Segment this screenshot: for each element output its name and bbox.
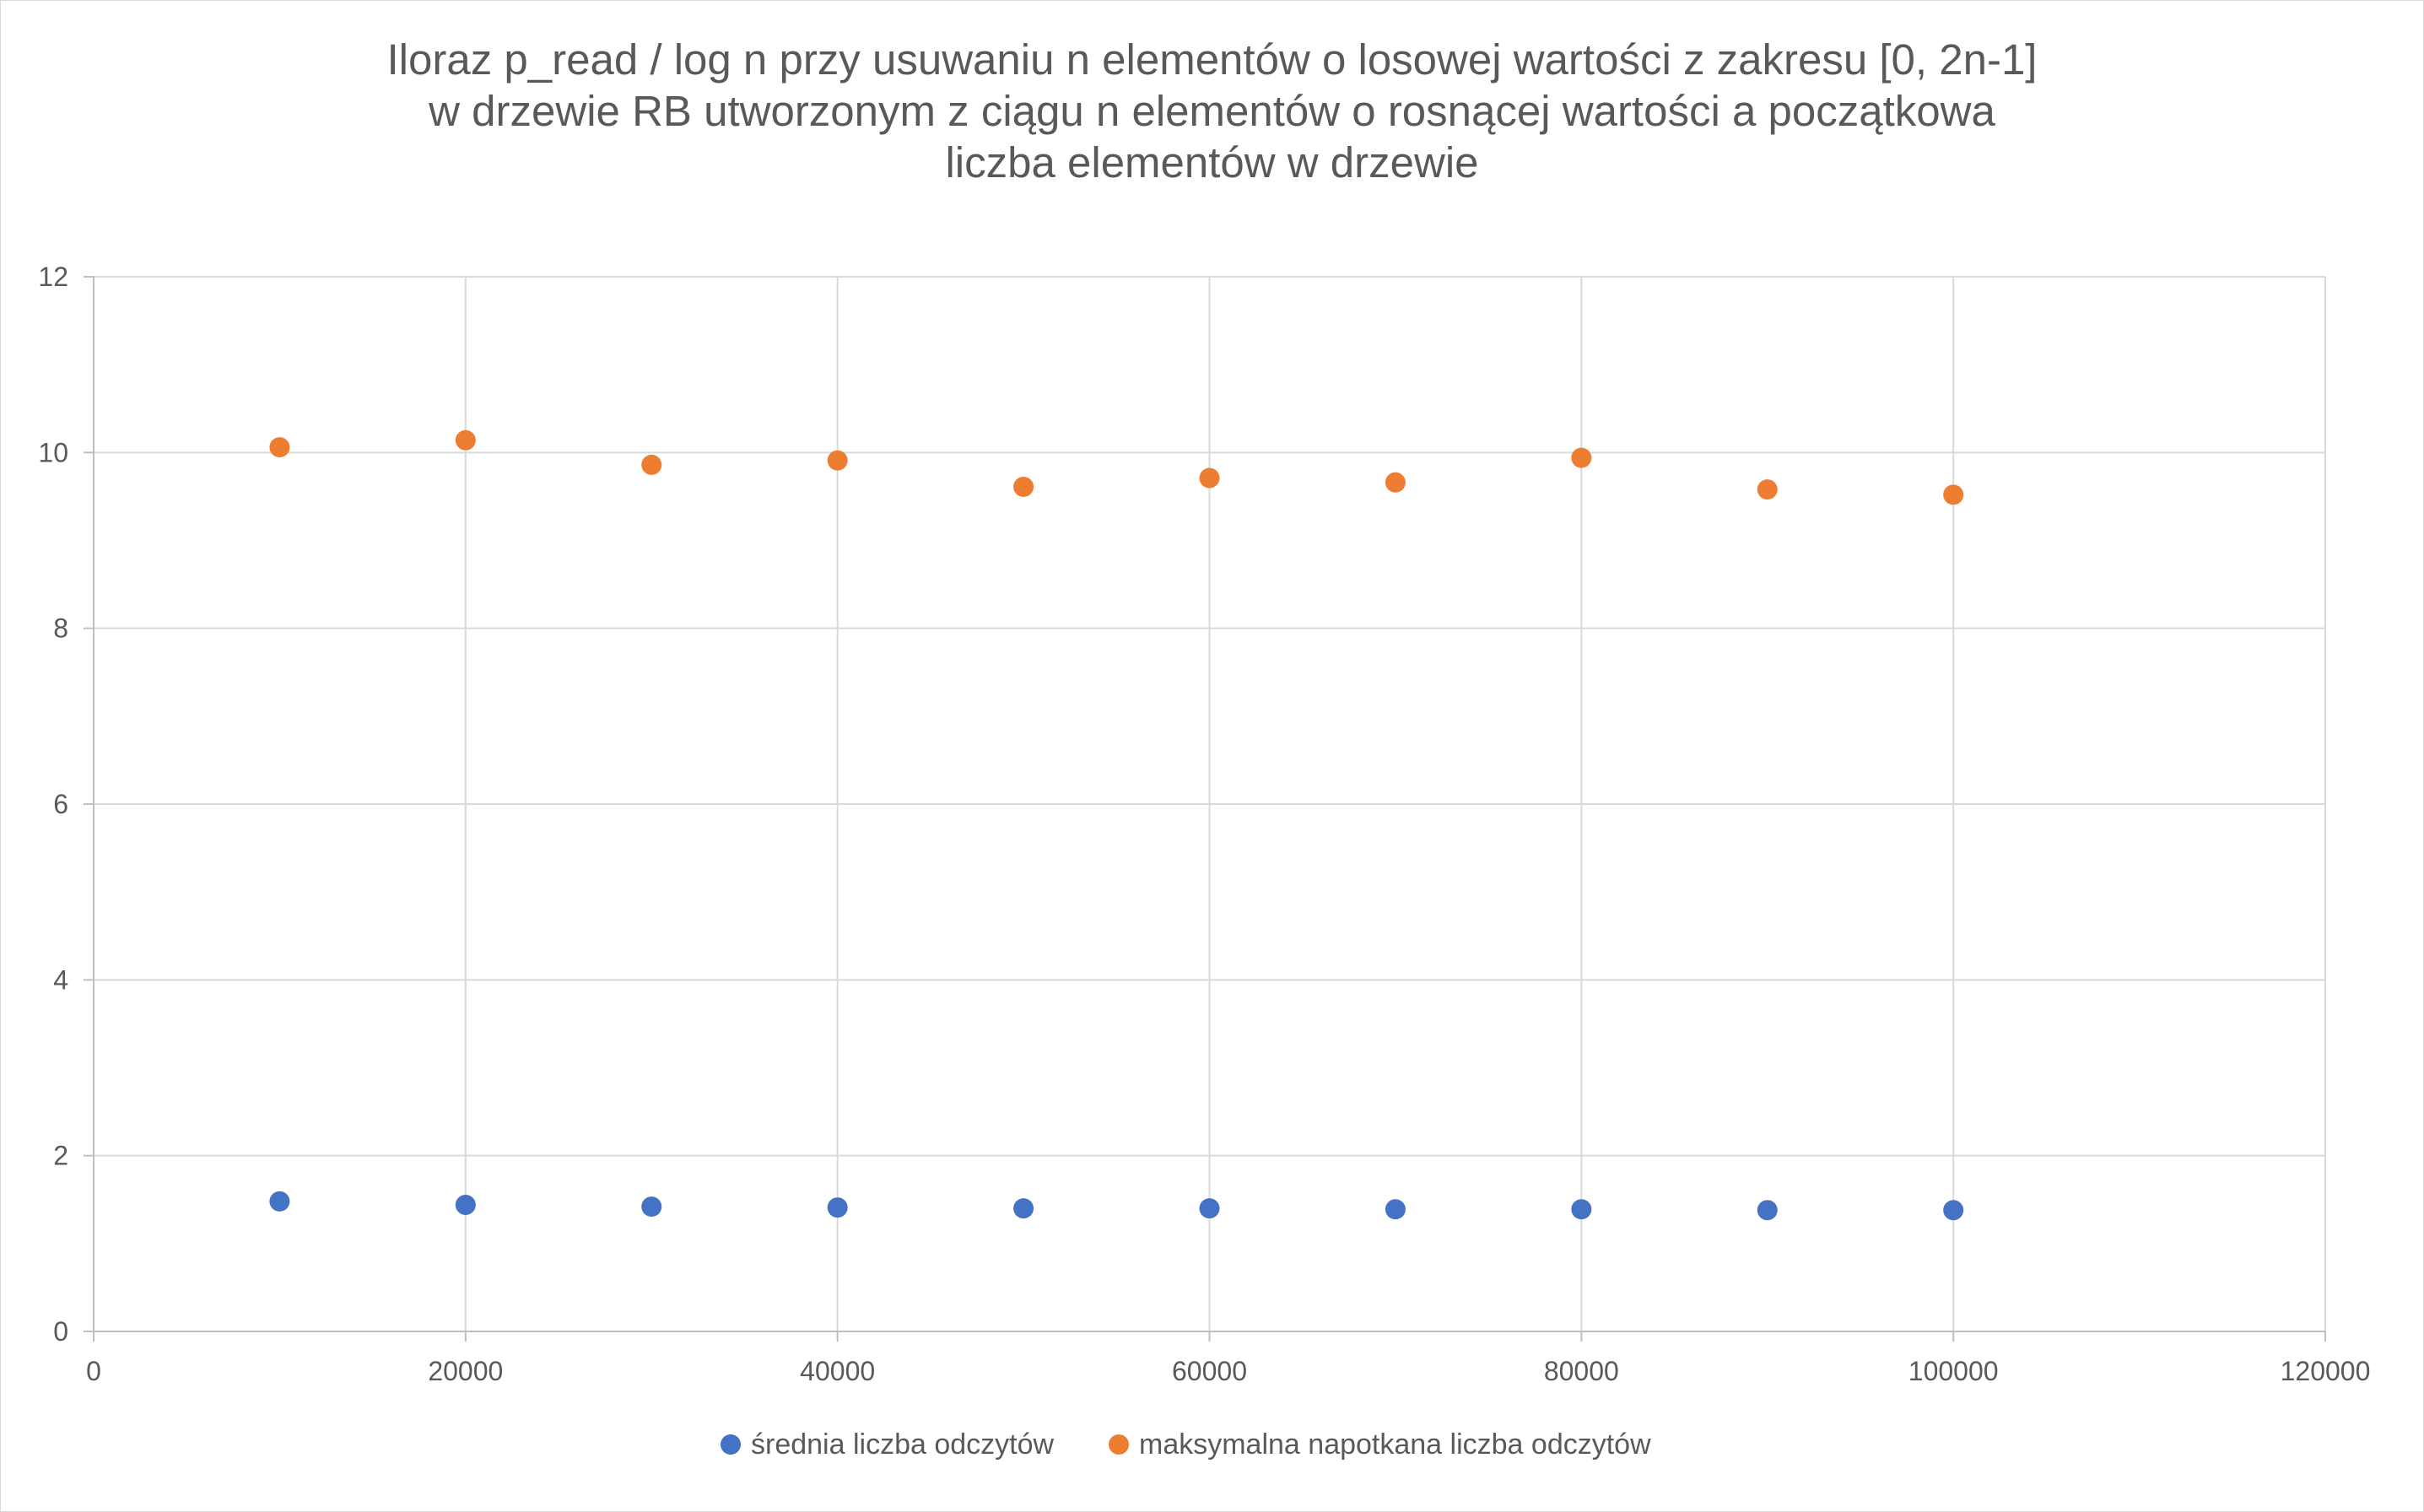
grid <box>94 276 2326 1331</box>
x-tick-label: 80000 <box>1544 1356 1619 1386</box>
y-tick-label: 4 <box>53 964 68 995</box>
y-tick-label: 10 <box>38 437 68 467</box>
series-1-point <box>1943 484 1964 505</box>
series-0-point <box>827 1197 848 1218</box>
y-tick-label: 0 <box>53 1316 68 1347</box>
series-1-point <box>1757 479 1778 500</box>
series-1-point <box>1199 467 1220 489</box>
series-1-point <box>1013 476 1034 497</box>
series-1-point <box>1571 447 1592 468</box>
y-tick-label: 2 <box>53 1141 68 1171</box>
chart-title-line-2: w drzewie RB utworzonym z ciągu n elemen… <box>429 87 1995 135</box>
tick-labels: 0 2 4 6 8 10 12 0 20000 40000 60000 80000 100000 1200… <box>38 262 2370 1386</box>
series-0-point <box>1943 1200 1964 1221</box>
series-0-point <box>455 1195 476 1215</box>
y-tick-label: 12 <box>38 262 68 292</box>
legend: średnia liczba odczytów maksymalna napotk… <box>721 1428 1651 1461</box>
series-0-point <box>1571 1199 1592 1220</box>
data-points <box>269 429 1964 1221</box>
series-0-point <box>1013 1198 1034 1219</box>
series-1-point <box>269 437 290 458</box>
x-tick-label: 40000 <box>800 1356 875 1386</box>
legend-marker-1 <box>1109 1434 1129 1455</box>
x-tick-label: 60000 <box>1172 1356 1247 1386</box>
x-tick-label: 0 <box>86 1356 101 1386</box>
series-1-point <box>1385 472 1406 493</box>
series-1-point <box>455 429 476 451</box>
legend-label-0: średnia liczba odczytów <box>751 1428 1055 1461</box>
series-1-point <box>827 450 848 471</box>
x-tick-label: 100000 <box>1908 1356 1999 1386</box>
chart-title-line-3: liczba elementów w drzewie <box>945 138 1479 186</box>
x-tick-label: 20000 <box>428 1356 503 1386</box>
series-0-point <box>1199 1198 1220 1219</box>
axes <box>84 276 2326 1342</box>
chart-title-line-1: Iloraz p_read / log n przy usuwaniu n el… <box>386 35 2038 84</box>
y-tick-label: 6 <box>53 789 68 819</box>
series-0-point <box>269 1191 290 1212</box>
series-0-point <box>641 1196 662 1218</box>
series-0-point <box>1757 1200 1778 1221</box>
x-tick-label: 120000 <box>2281 1356 2371 1386</box>
legend-label-1: maksymalna napotkana liczba odczytów <box>1139 1428 1651 1461</box>
series-1-point <box>641 454 662 475</box>
legend-marker-0 <box>721 1434 741 1455</box>
chart-title: Iloraz p_read / log n przy usuwaniu n el… <box>0 34 2424 188</box>
series-0-point <box>1385 1199 1406 1220</box>
y-tick-label: 8 <box>53 613 68 644</box>
